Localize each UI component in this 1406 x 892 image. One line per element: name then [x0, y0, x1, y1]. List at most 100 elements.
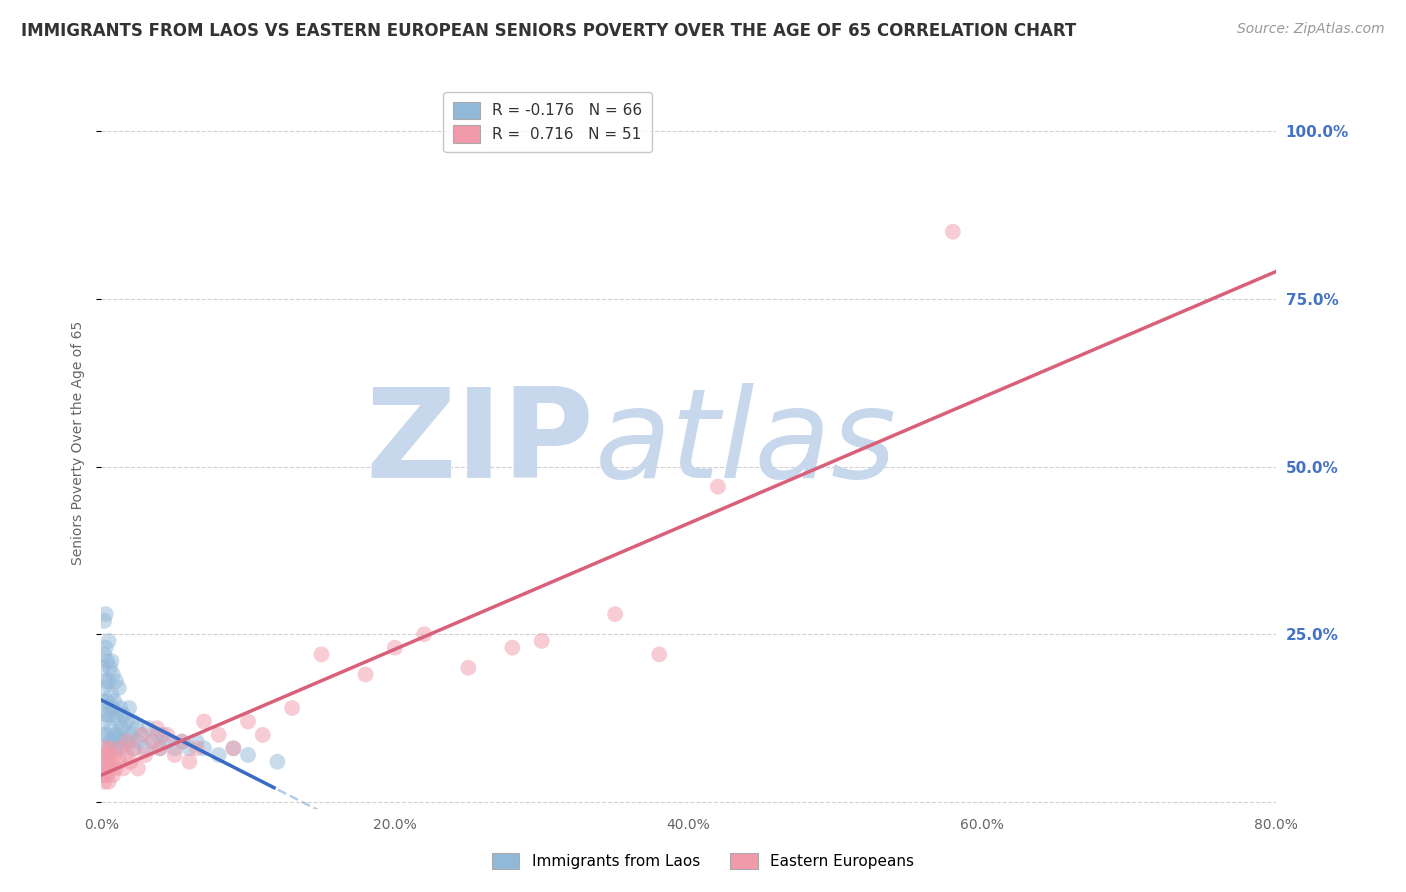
- Point: [97, 674, 120, 689]
- Point: [97, 747, 120, 762]
- Point: [142, 734, 165, 748]
- Point: [222, 741, 245, 756]
- Point: [208, 747, 231, 762]
- Point: [91, 768, 114, 782]
- Point: [93, 714, 115, 729]
- Point: [142, 734, 165, 748]
- Point: [115, 747, 138, 762]
- Point: [117, 734, 139, 748]
- Point: [156, 728, 179, 742]
- Point: [112, 761, 135, 775]
- Point: [122, 741, 145, 756]
- Point: [186, 734, 208, 748]
- Point: [707, 480, 730, 494]
- Point: [311, 648, 333, 662]
- Point: [91, 694, 114, 708]
- Point: [127, 761, 149, 775]
- Point: [122, 741, 145, 756]
- Point: [266, 755, 288, 769]
- Point: [100, 688, 122, 702]
- Point: [96, 768, 118, 782]
- Point: [136, 721, 159, 735]
- Point: [118, 701, 141, 715]
- Point: [104, 741, 127, 756]
- Point: [101, 701, 124, 715]
- Point: [152, 728, 174, 742]
- Text: IMMIGRANTS FROM LAOS VS EASTERN EUROPEAN SENIORS POVERTY OVER THE AGE OF 65 CORR: IMMIGRANTS FROM LAOS VS EASTERN EUROPEAN…: [21, 22, 1077, 40]
- Point: [103, 728, 125, 742]
- Point: [193, 714, 215, 729]
- Point: [98, 701, 121, 715]
- Point: [384, 640, 406, 655]
- Point: [93, 648, 115, 662]
- Point: [103, 747, 125, 762]
- Point: [97, 707, 120, 722]
- Point: [115, 714, 138, 729]
- Point: [94, 607, 117, 621]
- Point: [108, 714, 131, 729]
- Point: [100, 654, 122, 668]
- Point: [156, 734, 179, 748]
- Point: [110, 741, 132, 756]
- Point: [98, 741, 121, 756]
- Point: [134, 741, 156, 756]
- Point: [98, 761, 121, 775]
- Point: [942, 225, 965, 239]
- Point: [134, 747, 156, 762]
- Point: [97, 775, 120, 789]
- Point: [149, 741, 172, 756]
- Point: [101, 734, 124, 748]
- Point: [413, 627, 436, 641]
- Point: [127, 734, 149, 748]
- Point: [98, 734, 121, 748]
- Point: [97, 741, 120, 756]
- Point: [252, 728, 274, 742]
- Point: [117, 734, 139, 748]
- Point: [96, 654, 118, 668]
- Point: [170, 734, 193, 748]
- Point: [501, 640, 523, 655]
- Point: [146, 728, 169, 742]
- Point: [163, 741, 186, 756]
- Point: [94, 741, 117, 756]
- Point: [91, 728, 114, 742]
- Point: [129, 728, 152, 742]
- Point: [149, 741, 172, 756]
- Point: [114, 728, 136, 742]
- Point: [104, 707, 127, 722]
- Point: [93, 775, 115, 789]
- Legend: Immigrants from Laos, Eastern Europeans: Immigrants from Laos, Eastern Europeans: [485, 847, 921, 875]
- Point: [131, 728, 153, 742]
- Point: [104, 761, 127, 775]
- Point: [236, 714, 259, 729]
- Text: atlas: atlas: [595, 383, 897, 504]
- Point: [112, 741, 135, 756]
- Point: [103, 694, 125, 708]
- Point: [101, 667, 124, 681]
- Point: [110, 734, 132, 748]
- Point: [91, 755, 114, 769]
- Text: ZIP: ZIP: [366, 383, 595, 504]
- Point: [96, 694, 118, 708]
- Point: [354, 667, 377, 681]
- Point: [111, 721, 134, 735]
- Point: [101, 768, 124, 782]
- Point: [91, 661, 114, 675]
- Point: [146, 721, 169, 735]
- Point: [100, 755, 122, 769]
- Point: [457, 661, 479, 675]
- Point: [96, 728, 118, 742]
- Point: [236, 747, 259, 762]
- Text: Source: ZipAtlas.com: Source: ZipAtlas.com: [1237, 22, 1385, 37]
- Point: [208, 728, 231, 742]
- Point: [96, 755, 118, 769]
- Point: [648, 648, 671, 662]
- Point: [104, 674, 127, 689]
- Point: [108, 755, 131, 769]
- Point: [94, 674, 117, 689]
- Y-axis label: Seniors Poverty Over the Age of 65: Seniors Poverty Over the Age of 65: [72, 321, 86, 566]
- Point: [179, 741, 201, 756]
- Point: [110, 701, 132, 715]
- Point: [530, 634, 553, 648]
- Point: [193, 741, 215, 756]
